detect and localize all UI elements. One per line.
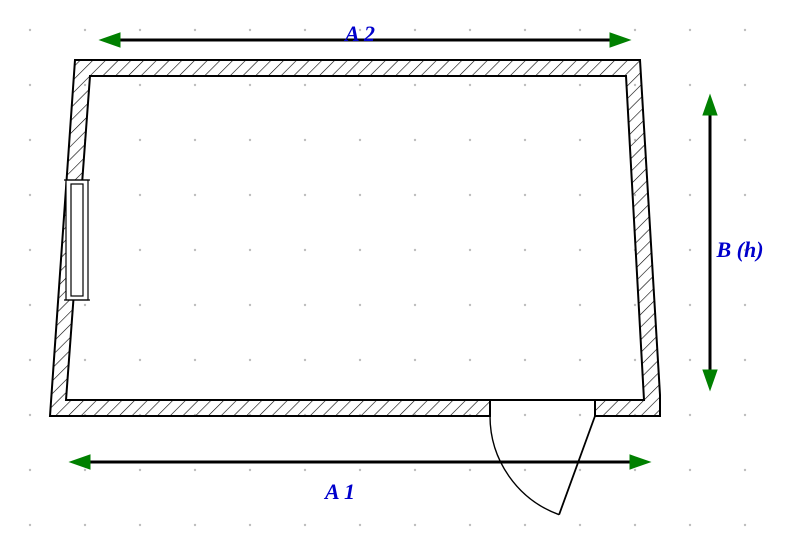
canvas-bg [0,0,800,557]
dimension-label-top: A 2 [345,21,375,47]
window-symbol [64,180,90,300]
dimension-label-bottom: A 1 [325,479,355,505]
floorplan-diagram [0,0,800,557]
dimension-label-right: B (h) [716,237,763,263]
